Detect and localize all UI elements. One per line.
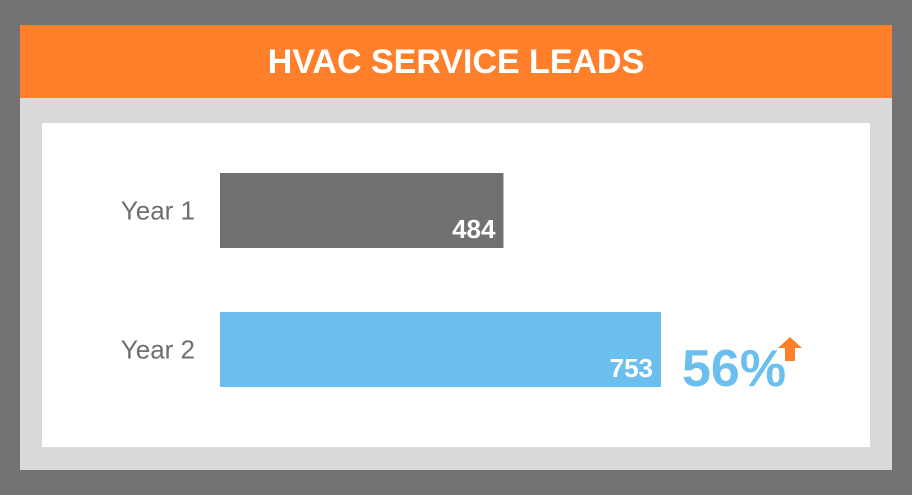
change-annotation: 56% xyxy=(682,340,786,398)
up-arrow xyxy=(778,337,802,361)
bar xyxy=(220,312,661,387)
category-label: Year 1 xyxy=(121,196,195,226)
chart-title: HVAC SERVICE LEADS xyxy=(268,43,645,81)
header xyxy=(20,25,892,98)
category-label: Year 2 xyxy=(121,335,195,365)
bar xyxy=(220,173,504,248)
panel xyxy=(42,123,870,447)
value-label: 753 xyxy=(610,353,653,383)
value-label: 484 xyxy=(452,214,496,244)
